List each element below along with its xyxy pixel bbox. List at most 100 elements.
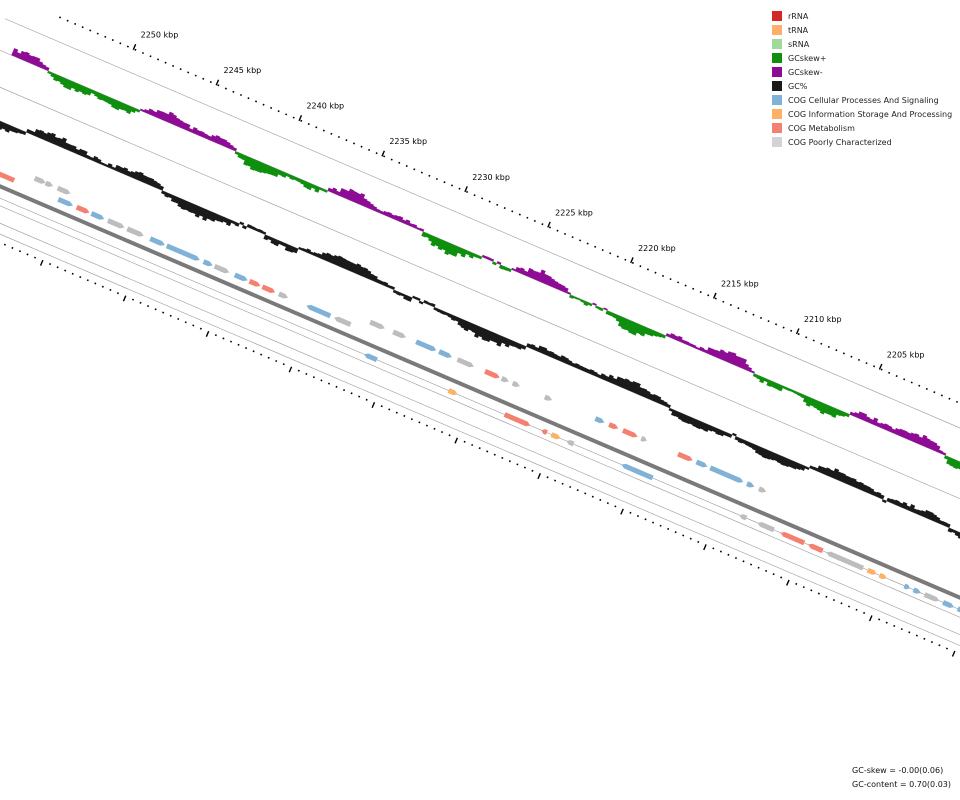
ruler-minor-tick	[729, 303, 732, 307]
inner-minor-tick	[765, 569, 768, 573]
gc-content-bar	[37, 129, 45, 139]
gc-content-bar	[662, 401, 668, 407]
ruler-minor-tick	[955, 400, 959, 403]
gc-skew-positive-bar	[468, 252, 475, 259]
gc-content-bar	[188, 203, 196, 214]
ruler-minor-tick	[413, 168, 416, 171]
inner-minor-tick	[192, 324, 195, 327]
gc-content-bar	[357, 266, 365, 276]
gc-content-bar	[504, 338, 512, 348]
cog-cellular-gene	[415, 339, 437, 352]
gc-skew-negative-bar	[33, 57, 41, 67]
gc-skew-positive-bar	[441, 241, 450, 251]
ruler-minor-tick	[775, 323, 778, 326]
inner-minor-tick	[817, 592, 820, 595]
gc-content-bar	[831, 468, 840, 479]
gc-content-bar	[820, 466, 827, 475]
gc-skew-positive-bar	[104, 96, 111, 104]
legend-label: COG Poorly Characterized	[788, 137, 892, 147]
gc-content-bar	[267, 236, 273, 241]
gc-content-bar	[629, 381, 638, 393]
gc-skew-positive-bar	[261, 163, 269, 174]
gc-skew-negative-bar	[143, 108, 149, 114]
inner-major-tick	[537, 473, 541, 480]
gc-skew-negative-bar	[360, 197, 368, 207]
gc-content-bar	[168, 193, 174, 199]
inner-minor-tick	[463, 440, 466, 443]
gc-skew-positive-bar	[473, 253, 479, 258]
gc-content-bar	[879, 494, 885, 500]
inner-minor-tick	[893, 624, 896, 627]
inner-minor-tick	[305, 372, 308, 375]
gc-content-bar	[140, 174, 147, 183]
cog-cellular-gene	[903, 583, 910, 590]
cog-metabolism-gene	[503, 412, 531, 427]
ruler-minor-tick	[805, 336, 808, 339]
cog-cellular-gene	[149, 236, 165, 246]
tick-label: 2230 kbp	[472, 173, 510, 182]
ruler-minor-tick	[616, 255, 619, 258]
inner-minor-tick	[260, 353, 263, 356]
ruler-minor-tick	[827, 345, 830, 349]
cog-poorly-gene	[106, 218, 125, 229]
gc-skew-positive-bar	[810, 398, 817, 407]
ruler-minor-tick	[187, 71, 190, 74]
cog-poorly-gene	[56, 185, 71, 195]
cog-poorly-gene	[826, 551, 865, 571]
inner-minor-tick	[425, 424, 429, 427]
gc-skew-positive-bar	[621, 318, 630, 330]
gc-skew-positive-bar	[819, 403, 828, 415]
gc-content-bar	[773, 453, 781, 462]
gc-skew-positive-bar	[813, 400, 821, 409]
gc-skew-negative-bar	[342, 189, 350, 199]
inner-minor-tick	[584, 492, 587, 495]
legend-swatch	[772, 67, 782, 77]
gc-content-bar	[95, 158, 102, 164]
gc-content-bar	[88, 156, 94, 161]
gc-skew-negative-bar	[875, 422, 881, 428]
gc-skew-negative-bar	[941, 451, 947, 456]
gc-skew-negative-bar	[739, 358, 748, 369]
gc-skew-positive-bar	[800, 393, 806, 399]
ruler-minor-tick	[420, 171, 423, 174]
gc-content-bar	[699, 422, 707, 431]
ruler-minor-tick	[66, 19, 69, 22]
inner-minor-tick	[18, 250, 22, 253]
gc-skew-positive-bar	[636, 324, 644, 335]
cog-cellular-gene	[746, 481, 755, 488]
ruler-minor-tick	[300, 119, 303, 122]
gc-content-bar	[210, 212, 218, 222]
gc-skew-negative-bar	[522, 270, 528, 276]
gc-content-bar	[206, 210, 214, 221]
gc-content-bar	[454, 316, 461, 323]
ruler-minor-tick	[518, 213, 521, 216]
inner-minor-tick	[11, 246, 14, 249]
ruler-minor-tick	[880, 368, 883, 371]
gc-skew-positive-bar	[844, 412, 850, 418]
gc-content-bar	[827, 469, 835, 478]
inner-minor-tick	[855, 608, 858, 611]
gc-content-bar	[278, 240, 284, 246]
gc-skew-negative-bar	[897, 428, 904, 437]
cog-cellular-gene	[709, 465, 744, 483]
inner-minor-tick	[629, 511, 632, 514]
gc-skew-negative-bar	[213, 135, 221, 144]
inner-minor-tick	[606, 502, 609, 505]
gc-content-bar	[842, 475, 850, 484]
legend-label: rRNA	[788, 11, 809, 21]
gc-content-bar	[864, 485, 871, 494]
cog-poorly-gene	[566, 440, 575, 447]
inner-minor-tick	[312, 376, 315, 379]
inner-minor-tick	[3, 243, 6, 246]
track-line	[0, 233, 960, 646]
gc-skew-negative-bar	[713, 349, 721, 358]
gc-content-bar	[81, 150, 88, 158]
cog-poorly-gene	[44, 180, 54, 187]
inner-minor-tick	[915, 634, 918, 637]
inner-minor-tick	[795, 582, 798, 585]
ruler-minor-tick	[383, 155, 386, 158]
ruler-minor-tick	[74, 22, 77, 25]
gc-skew-negative-bar	[889, 428, 896, 434]
gc-skew-negative-bar	[371, 205, 378, 212]
gc-content-bar	[360, 267, 369, 278]
